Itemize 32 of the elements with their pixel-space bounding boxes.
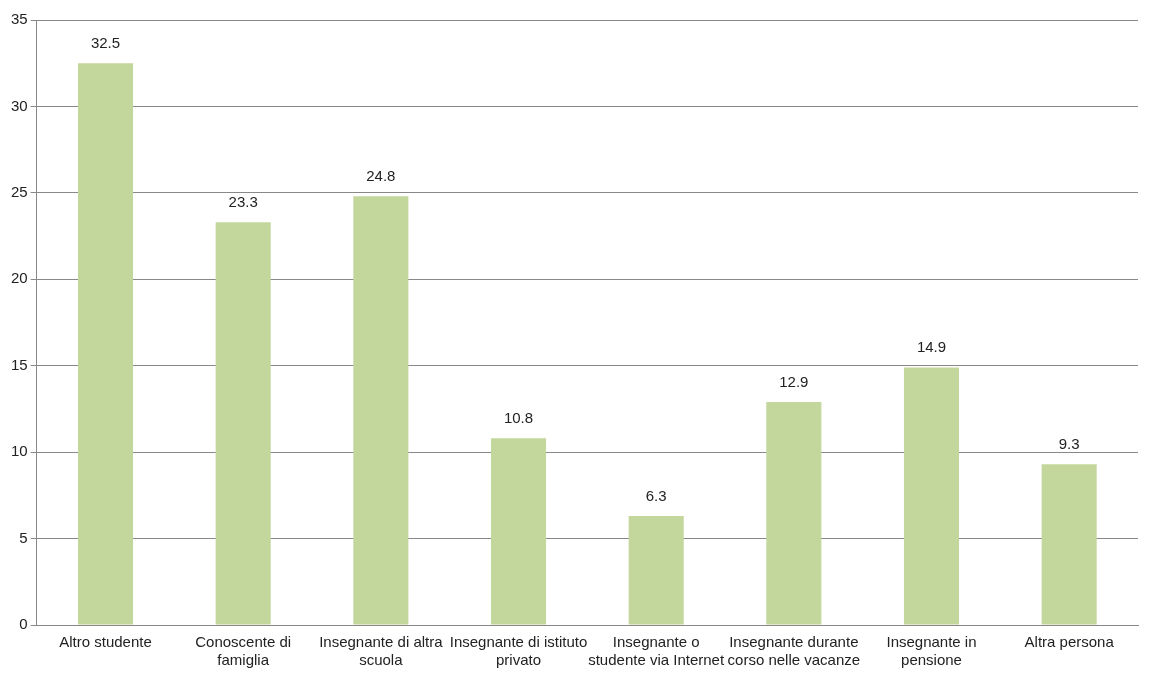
data-label: 9.3 [1058,434,1080,452]
bar [490,438,547,625]
x-tick-label: Insegnante di altra scuola [319,633,444,669]
bar [903,367,960,625]
data-label: 23.3 [228,192,258,210]
y-tick-label: 30 [11,96,28,114]
y-tick-label: 10 [11,442,28,460]
bar [628,516,684,625]
bar [1041,464,1097,625]
x-tick-label: Conoscente di famiglia [195,633,292,669]
data-label: 32.5 [90,33,121,51]
data-label: 10.8 [503,408,534,426]
bar [77,63,134,625]
data-label: 14.9 [916,338,947,356]
x-tick-label: Altra persona [1024,633,1115,651]
x-tick-label: Insegnante durante corso nelle vacanze [727,633,861,669]
y-tick-label: 5 [19,528,28,546]
data-label: 24.8 [366,166,396,184]
y-tick-label: 35 [11,10,28,28]
bar [353,196,409,625]
x-tick-label: Insegnante o studente via Internet [588,633,725,669]
data-label: 6.3 [645,486,667,504]
y-tick-label: 25 [11,183,28,200]
y-tick-label: 20 [11,269,28,287]
y-tick-label: 0 [19,615,28,633]
bar [215,222,271,625]
x-tick-label: Altro studente [59,633,152,651]
y-tick-label: 15 [11,355,28,373]
data-label: 12.9 [779,372,809,390]
bar [766,402,822,625]
x-tick-label: Insegnante di istituto privato [449,633,588,669]
x-tick-label: Insegnante in pensione [886,633,977,669]
